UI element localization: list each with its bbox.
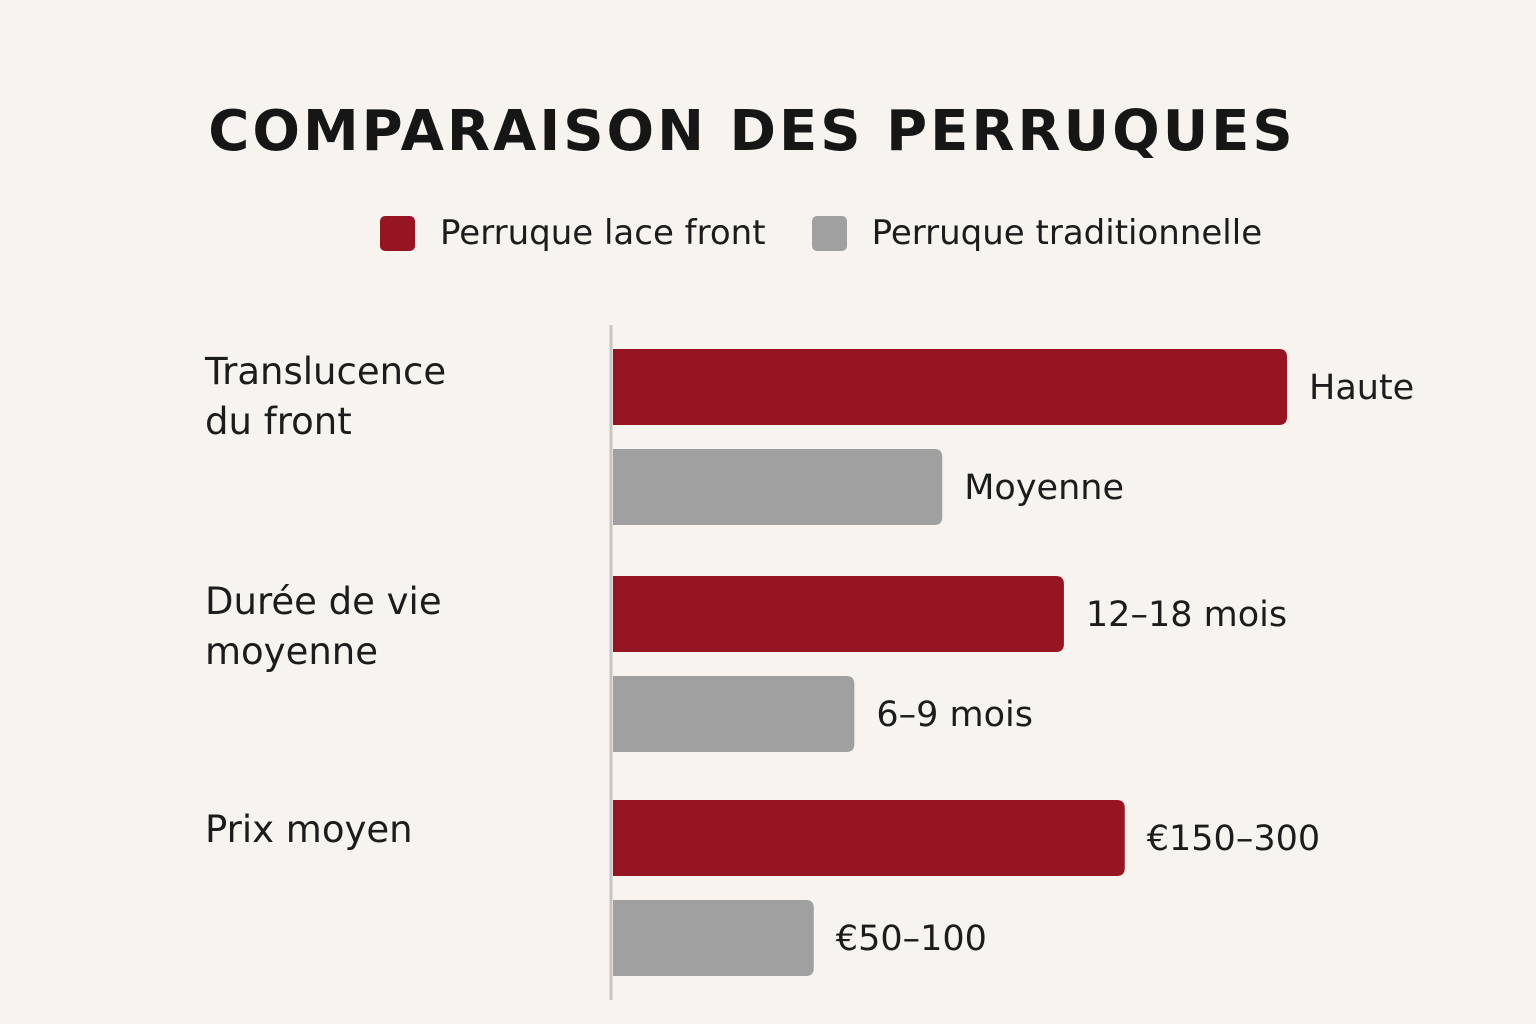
category-label-3: Prix moyen [205,808,413,851]
value-label-perruque-traditionnelle-1: Moyenne [964,468,1124,508]
bar-perruque-lace-front-1 [613,349,1287,425]
legend-label-traditional: Perruque traditionnelle [871,213,1263,253]
value-label-perruque-lace-front-3: €150–300 [1147,819,1320,859]
legend-swatch-traditional [811,215,847,251]
value-label-perruque-lace-front-1: Haute [1309,368,1414,408]
legend-label-lace-front: Perruque lace front [440,213,766,253]
chart-title: COMPARAISON DES PERRUQUES [208,99,1296,164]
legend: Perruque lace front Perruque traditionne… [380,210,1262,256]
category-label-line: Prix moyen [205,808,413,851]
value-label-perruque-traditionnelle-3: €50–100 [836,919,987,959]
bar-perruque-lace-front-3 [613,800,1125,876]
category-label-line: Translucence [204,350,446,393]
bar-perruque-traditionnelle-1 [613,449,943,525]
category-label-line: Durée de vie [205,580,442,623]
value-label-perruque-traditionnelle-2: 6–9 mois [876,695,1033,735]
category-label-1: Translucence du front [204,350,446,443]
legend-item-traditional: Perruque traditionnelle [811,213,1263,253]
legend-item-lace-front: Perruque lace front [380,213,766,253]
value-label-perruque-lace-front-2: 12–18 mois [1086,595,1287,635]
category-label-2: Durée de vie moyenne [205,580,442,673]
bar-perruque-traditionnelle-2 [613,676,855,752]
category-label-line: moyenne [205,630,378,673]
category-label-line: du front [205,400,352,443]
legend-swatch-lace-front [380,215,415,251]
bar-perruque-lace-front-2 [613,576,1064,652]
bar-perruque-traditionnelle-3 [613,900,814,976]
